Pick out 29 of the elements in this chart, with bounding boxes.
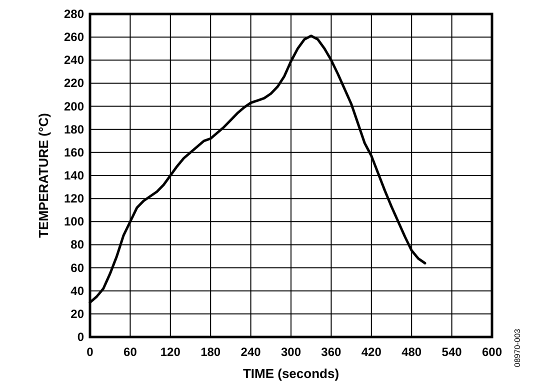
x-tick-label: 300 <box>280 345 302 359</box>
x-tick-label: 540 <box>442 345 462 359</box>
x-tick-label: 120 <box>160 345 181 359</box>
x-tick-label: 60 <box>124 345 138 359</box>
x-tick-label: 360 <box>321 345 342 359</box>
text: 08970-003 <box>513 328 522 368</box>
y-tick-label: 140 <box>64 168 84 182</box>
y-tick-label: 260 <box>64 30 84 44</box>
y-tick-label: 100 <box>64 214 84 229</box>
x-tick-label: 240 <box>240 345 262 359</box>
y-tick-label: 200 <box>64 99 84 114</box>
y-tick-label: 220 <box>64 76 84 90</box>
y-tick-label: 120 <box>64 192 84 206</box>
x-tick-label: 0 <box>86 345 94 359</box>
x-tick-label: 180 <box>200 345 221 359</box>
y-tick-label: 240 <box>64 53 84 68</box>
x-tick-label: 600 <box>482 345 502 359</box>
x-tick-label: 480 <box>402 345 422 359</box>
y-tick-label: 160 <box>64 145 84 160</box>
y-tick-label: 40 <box>70 284 84 298</box>
y-tick-label: 80 <box>70 238 84 252</box>
y-tick-label: 180 <box>64 122 84 136</box>
y-axis-title: TEMPERATURE (°C) <box>36 113 51 238</box>
x-axis-title: TIME (seconds) <box>242 366 340 381</box>
y-tick-label: 280 <box>64 7 84 21</box>
y-tick-label: 0 <box>77 330 84 344</box>
x-tick-label: 420 <box>361 345 382 359</box>
y-tick-label: 20 <box>70 306 84 321</box>
y-tick-label: 60 <box>70 260 84 275</box>
